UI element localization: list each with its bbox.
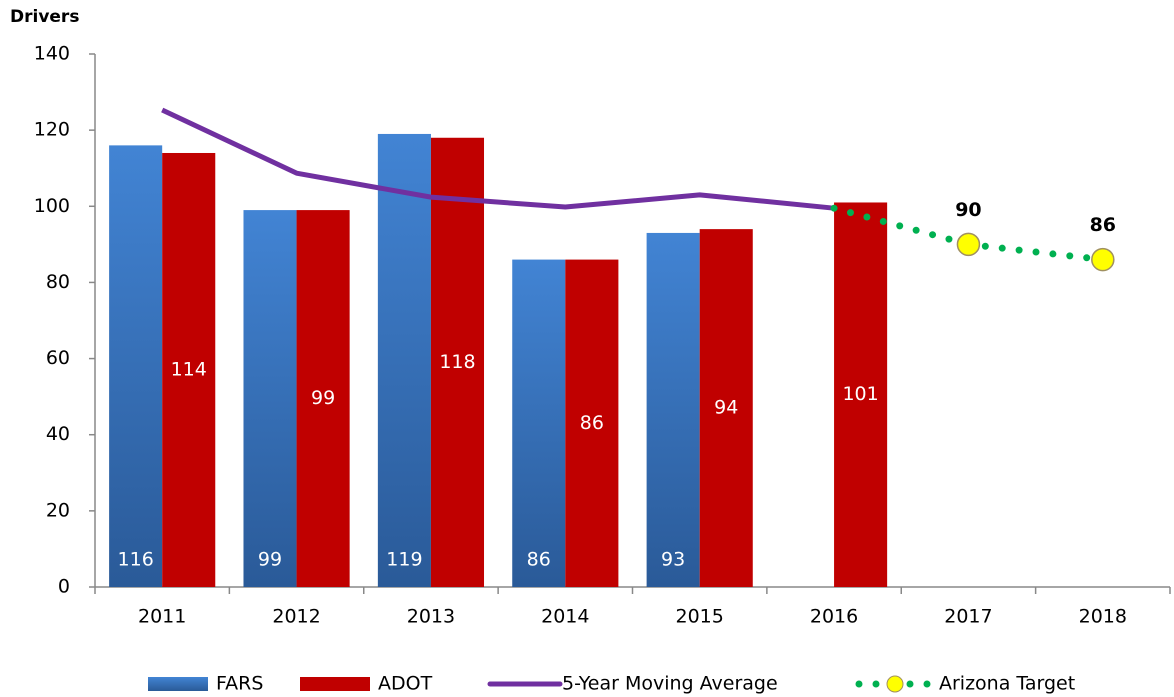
bar bbox=[646, 232, 700, 587]
data-label: 118 bbox=[439, 351, 475, 373]
legend-label: Arizona Target bbox=[939, 673, 1075, 695]
y-tick-label: 140 bbox=[34, 43, 70, 65]
legend-swatch bbox=[148, 677, 208, 691]
legend-label: FARS bbox=[216, 673, 263, 695]
bar bbox=[243, 210, 297, 588]
data-label: 86 bbox=[1090, 214, 1116, 236]
y-tick-label: 0 bbox=[58, 576, 70, 598]
data-label: 90 bbox=[955, 199, 981, 221]
data-label: 86 bbox=[580, 412, 604, 434]
data-label: 101 bbox=[842, 383, 878, 405]
bar bbox=[512, 259, 566, 587]
x-tick-label: 2017 bbox=[944, 606, 992, 628]
bar bbox=[109, 145, 163, 587]
x-tick-label: 2012 bbox=[272, 606, 320, 628]
target-marker bbox=[956, 232, 981, 257]
data-label: 99 bbox=[258, 549, 282, 571]
moving-average-line bbox=[161, 107, 835, 211]
y-tick-label: 40 bbox=[46, 423, 70, 445]
data-label: 114 bbox=[171, 358, 207, 380]
data-label: 119 bbox=[386, 549, 422, 571]
x-tick-label: 2015 bbox=[676, 606, 724, 628]
bar bbox=[162, 152, 216, 587]
bar bbox=[834, 202, 888, 587]
bar bbox=[377, 133, 431, 587]
target-marker bbox=[1091, 247, 1115, 272]
bar bbox=[296, 210, 350, 588]
legend-marker bbox=[886, 675, 904, 693]
bar bbox=[430, 137, 485, 587]
y-tick-label: 120 bbox=[34, 119, 70, 141]
y-tick-label: 80 bbox=[46, 271, 70, 293]
x-tick-label: 2013 bbox=[407, 606, 455, 628]
data-label: 86 bbox=[527, 549, 551, 571]
data-label: 116 bbox=[118, 549, 154, 571]
x-tick-label: 2018 bbox=[1079, 606, 1127, 628]
data-label: 93 bbox=[661, 549, 685, 571]
x-tick-label: 2011 bbox=[138, 606, 186, 628]
y-tick-label: 20 bbox=[46, 499, 70, 521]
x-tick-label: 2014 bbox=[541, 606, 589, 628]
y-axis-label: Drivers bbox=[10, 7, 79, 27]
target-connector bbox=[830, 204, 972, 248]
target-line bbox=[964, 240, 1107, 264]
bar bbox=[565, 259, 619, 587]
legend-label: ADOT bbox=[378, 673, 433, 695]
y-tick-label: 60 bbox=[46, 347, 70, 369]
bar bbox=[699, 229, 753, 587]
data-label: 99 bbox=[311, 387, 335, 409]
data-label: 94 bbox=[714, 397, 738, 419]
x-tick-label: 2016 bbox=[810, 606, 858, 628]
legend-label: 5-Year Moving Average bbox=[562, 673, 778, 695]
legend-swatch bbox=[300, 677, 370, 691]
y-tick-label: 100 bbox=[34, 195, 70, 217]
